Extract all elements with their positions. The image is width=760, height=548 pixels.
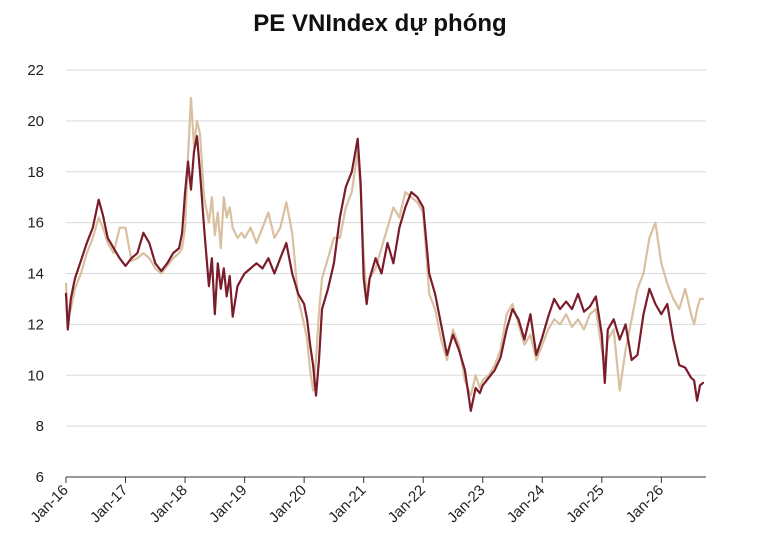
x-tick-label: Jan-24 (504, 482, 548, 526)
series-line-1 (64, 135, 705, 412)
x-tick-label: Jan-23 (444, 482, 488, 526)
y-tick-label: 12 (27, 316, 44, 333)
series-group (64, 96, 705, 412)
y-tick-label: 14 (27, 266, 44, 283)
y-tick-label: 16 (27, 215, 44, 232)
x-tick-label: Jan-20 (266, 482, 310, 526)
x-tick-label: Jan-18 (146, 482, 190, 526)
x-axis-ticks: Jan-16 Jan-17 Jan-18 Jan-19 Jan-20 Jan-21 Jan-… (27, 477, 667, 526)
x-tick-label: Jan-16 (27, 482, 71, 526)
x-tick-label: Jan-26 (623, 482, 667, 526)
y-tick-label: 22 (27, 62, 44, 79)
x-tick-label: Jan-19 (206, 482, 250, 526)
y-tick-label: 6 (36, 469, 44, 486)
y-tick-label: 20 (27, 113, 44, 130)
y-axis-ticks: 6 8 10 12 14 16 18 20 22 (27, 62, 44, 486)
y-tick-label: 10 (27, 367, 44, 384)
x-tick-label: Jan-21 (325, 482, 369, 526)
y-tick-label: 18 (27, 164, 44, 181)
x-tick-label: Jan-22 (385, 482, 429, 526)
chart-title: PE VNIndex dự phóng (253, 10, 507, 37)
y-tick-label: 8 (36, 418, 44, 435)
x-tick-label: Jan-17 (87, 482, 131, 526)
x-tick-label: Jan-25 (563, 482, 607, 526)
